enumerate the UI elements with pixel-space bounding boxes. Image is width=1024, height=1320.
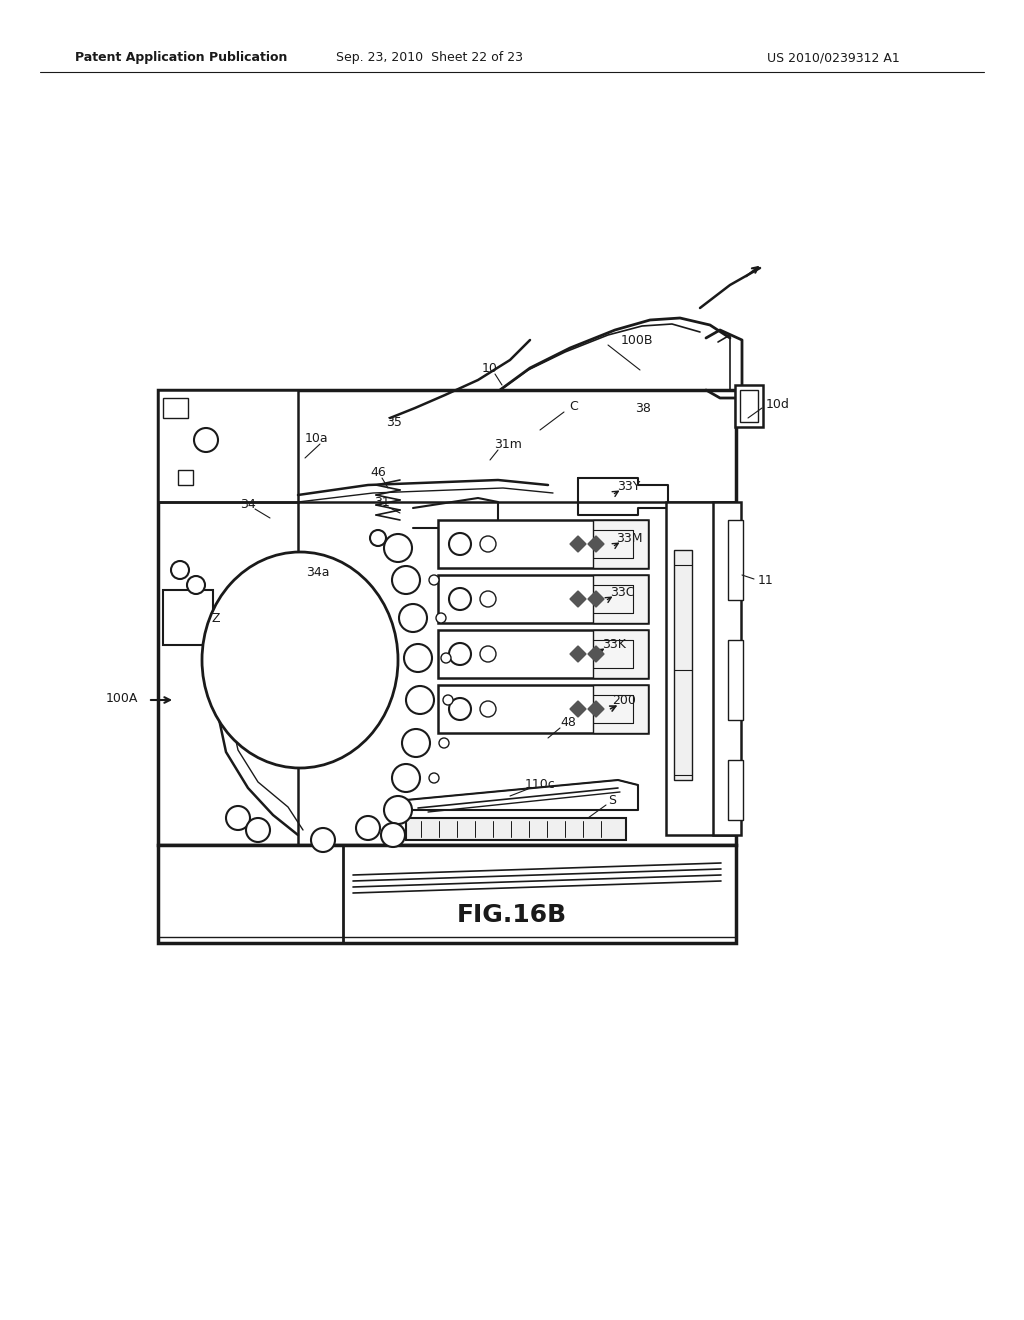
Bar: [158, 389, 736, 845]
Polygon shape: [570, 701, 586, 717]
Circle shape: [311, 828, 335, 851]
Circle shape: [429, 576, 439, 585]
Text: FIG.16B: FIG.16B: [457, 903, 567, 927]
Bar: [406, 818, 626, 840]
Bar: [158, 389, 298, 502]
Circle shape: [480, 536, 496, 552]
Bar: [666, 502, 734, 836]
Circle shape: [480, 591, 496, 607]
Circle shape: [449, 533, 471, 554]
Bar: [728, 760, 743, 820]
Circle shape: [171, 561, 189, 579]
Text: US 2010/0239312 A1: US 2010/0239312 A1: [767, 51, 900, 65]
Text: 10d: 10d: [766, 397, 790, 411]
Bar: [740, 389, 758, 422]
Circle shape: [384, 535, 412, 562]
Polygon shape: [570, 591, 586, 607]
Bar: [593, 520, 648, 568]
Bar: [593, 685, 648, 733]
Text: 38: 38: [635, 401, 651, 414]
Polygon shape: [570, 536, 586, 552]
Text: 46: 46: [370, 466, 386, 479]
Circle shape: [392, 764, 420, 792]
Text: Patent Application Publication: Patent Application Publication: [75, 51, 288, 65]
Text: 200: 200: [612, 693, 636, 706]
Bar: [438, 630, 648, 678]
Text: 31m: 31m: [494, 437, 522, 450]
Bar: [735, 385, 763, 426]
Bar: [163, 590, 213, 645]
Circle shape: [370, 531, 386, 546]
Circle shape: [441, 653, 451, 663]
Circle shape: [443, 696, 453, 705]
Circle shape: [384, 796, 412, 824]
Circle shape: [399, 605, 427, 632]
Circle shape: [356, 816, 380, 840]
Text: 34a: 34a: [306, 565, 330, 578]
Polygon shape: [588, 645, 604, 663]
Text: C: C: [569, 400, 579, 412]
Polygon shape: [588, 536, 604, 552]
Text: Sep. 23, 2010  Sheet 22 of 23: Sep. 23, 2010 Sheet 22 of 23: [337, 51, 523, 65]
Circle shape: [392, 566, 420, 594]
Circle shape: [480, 645, 496, 663]
Bar: [438, 576, 648, 623]
Text: Z: Z: [212, 611, 220, 624]
Circle shape: [246, 818, 270, 842]
Ellipse shape: [202, 552, 398, 768]
Bar: [713, 502, 741, 836]
Text: 33C: 33C: [609, 586, 634, 598]
Text: 10a: 10a: [304, 432, 328, 445]
Bar: [163, 399, 188, 418]
Text: 10: 10: [482, 362, 498, 375]
Bar: [438, 685, 648, 733]
Circle shape: [449, 643, 471, 665]
Text: 34: 34: [240, 498, 256, 511]
Text: 100B: 100B: [621, 334, 653, 346]
Circle shape: [429, 774, 439, 783]
Circle shape: [480, 701, 496, 717]
Bar: [178, 470, 193, 484]
Circle shape: [436, 612, 446, 623]
Bar: [728, 640, 743, 719]
Bar: [674, 550, 692, 780]
Bar: [438, 520, 648, 568]
Bar: [593, 576, 648, 623]
Text: 11: 11: [758, 573, 774, 586]
Circle shape: [194, 428, 218, 451]
Polygon shape: [570, 645, 586, 663]
Text: 110c: 110c: [524, 777, 555, 791]
Circle shape: [439, 738, 449, 748]
Circle shape: [402, 729, 430, 756]
Circle shape: [449, 587, 471, 610]
Text: 100A: 100A: [105, 692, 138, 705]
Text: 33Y: 33Y: [617, 479, 641, 492]
Bar: [593, 630, 648, 678]
Circle shape: [406, 686, 434, 714]
Text: 35: 35: [386, 416, 402, 429]
Circle shape: [404, 644, 432, 672]
Text: 48: 48: [560, 717, 575, 730]
Text: 33K: 33K: [602, 638, 626, 651]
Circle shape: [226, 807, 250, 830]
Bar: [158, 845, 736, 942]
Polygon shape: [588, 701, 604, 717]
Text: 31: 31: [374, 496, 390, 510]
Bar: [728, 520, 743, 601]
Circle shape: [187, 576, 205, 594]
Text: S: S: [608, 793, 616, 807]
Circle shape: [381, 822, 406, 847]
Text: 33M: 33M: [615, 532, 642, 544]
Circle shape: [449, 698, 471, 719]
Polygon shape: [588, 591, 604, 607]
